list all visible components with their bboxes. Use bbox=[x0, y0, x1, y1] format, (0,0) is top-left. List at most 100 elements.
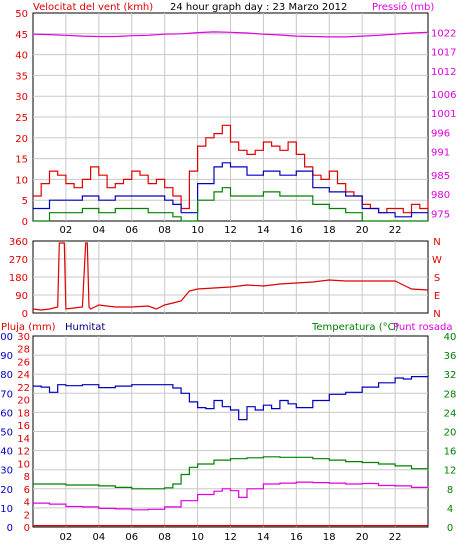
temperature-tick: 0 bbox=[447, 523, 453, 534]
hour-tick: 08 bbox=[158, 532, 171, 543]
wind-direction-series bbox=[32, 242, 429, 311]
rain-tick: 26 bbox=[17, 357, 30, 368]
temp-hour-axis: 02 04 06 08 10 12 14 16 18 20 22 bbox=[60, 532, 402, 543]
humidity-tick: 10 bbox=[0, 504, 13, 515]
hour-tick: 02 bbox=[60, 225, 73, 236]
rain-humidity-temp-panel: 0102030405060708090100 02468101214161820… bbox=[0, 332, 456, 543]
compass-tick: E bbox=[434, 291, 440, 302]
temperature-tick: 12 bbox=[444, 466, 457, 477]
hour-tick: 06 bbox=[125, 532, 138, 543]
compass-tick: N bbox=[433, 309, 440, 320]
pressure-tick: 985 bbox=[431, 171, 450, 182]
hour-tick: 10 bbox=[191, 225, 204, 236]
pressure-tick: 975 bbox=[431, 209, 450, 220]
hour-tick: 14 bbox=[257, 532, 270, 543]
wind-speed-tick: 30 bbox=[15, 92, 28, 103]
rain-tick: 18 bbox=[17, 408, 30, 419]
direction-degree-tick: 360 bbox=[9, 237, 28, 248]
hour-tick: 16 bbox=[290, 532, 303, 543]
dewpoint-title: Punt rosada bbox=[393, 322, 452, 333]
rain-humidity-temp-series bbox=[33, 375, 429, 527]
pressure-tick: 1012 bbox=[431, 67, 456, 78]
rain-tick: 0 bbox=[24, 523, 30, 534]
humidity-tick: 50 bbox=[0, 428, 13, 439]
humidity-tick: 40 bbox=[0, 447, 13, 458]
series-humidity-line bbox=[33, 375, 429, 421]
wind-speed-title: Velocitat del vent (kmh) bbox=[33, 2, 153, 13]
humidity-tick: 0 bbox=[7, 523, 13, 534]
hour-tick: 14 bbox=[257, 225, 270, 236]
hour-tick: 20 bbox=[356, 532, 369, 543]
rain-tick: 12 bbox=[17, 447, 30, 458]
temperature-tick: 16 bbox=[444, 447, 457, 458]
wind-speed-tick: 45 bbox=[15, 30, 28, 41]
compass-tick: S bbox=[434, 273, 440, 284]
wind-speed-tick: 0 bbox=[22, 217, 28, 228]
humidity-tick: 80 bbox=[0, 370, 13, 381]
series-pressure-line bbox=[32, 31, 429, 38]
pressure-tick: 991 bbox=[431, 148, 450, 159]
temperature-tick: 36 bbox=[444, 351, 457, 362]
humidity-tick: 100 bbox=[0, 332, 13, 343]
hour-tick: 04 bbox=[92, 225, 105, 236]
pressure-tick: 1006 bbox=[431, 90, 456, 101]
temperature-tick: 20 bbox=[444, 428, 457, 439]
wind-pressure-grid bbox=[33, 13, 428, 221]
humidity-title: Humitat bbox=[65, 322, 105, 333]
wind-speed-tick: 15 bbox=[15, 155, 28, 166]
wind-hour-axis: 02 04 06 08 10 12 14 16 18 20 22 bbox=[60, 225, 402, 236]
rain-tick: 16 bbox=[17, 421, 30, 432]
pressure-title: Pressió (mb) bbox=[372, 1, 434, 13]
hour-tick: 08 bbox=[158, 225, 171, 236]
rain-tick: 8 bbox=[24, 472, 30, 483]
hour-tick: 18 bbox=[323, 532, 336, 543]
temperature-axis: 0 4 8 12 16 20 24 28 32 36 40 bbox=[444, 332, 457, 534]
pressure-tick: 1001 bbox=[431, 109, 456, 120]
rain-tick: 22 bbox=[17, 383, 30, 394]
hour-tick: 22 bbox=[389, 532, 402, 543]
humidity-tick: 60 bbox=[0, 408, 13, 419]
wind-speed-axis: 0 5 10 15 20 25 30 35 40 45 50 bbox=[15, 9, 28, 228]
rain-tick: 6 bbox=[24, 485, 30, 496]
series-direction-line bbox=[32, 242, 429, 311]
temperature-tick: 28 bbox=[444, 389, 457, 400]
pressure-axis: 975 980 985 991 996 1001 1006 1012 1017 1022 bbox=[431, 28, 456, 220]
hour-tick: 12 bbox=[224, 532, 237, 543]
wind-speed-tick: 50 bbox=[15, 9, 28, 20]
hour-tick: 02 bbox=[60, 532, 73, 543]
hour-tick: 12 bbox=[224, 225, 237, 236]
temperature-tick: 24 bbox=[444, 408, 457, 419]
direction-degree-tick: 180 bbox=[9, 273, 28, 284]
wind-speed-tick: 5 bbox=[22, 196, 28, 207]
temperature-title: Temperatura (°C) bbox=[311, 322, 399, 333]
temperature-tick: 40 bbox=[444, 332, 457, 343]
hour-tick: 16 bbox=[290, 225, 303, 236]
humidity-tick: 20 bbox=[0, 485, 13, 496]
graph-date-title: 24 hour graph day : 23 Marzo 2012 bbox=[170, 2, 347, 13]
series-dewpoint-line bbox=[33, 481, 429, 511]
wind-direction-grid bbox=[33, 241, 428, 313]
wind-pressure-series bbox=[32, 31, 429, 222]
series-wind_low-line bbox=[33, 187, 428, 222]
rain-tick: 20 bbox=[17, 396, 30, 407]
pressure-tick: 980 bbox=[431, 190, 450, 201]
direction-degree-tick: 270 bbox=[9, 255, 28, 266]
rain-tick: 28 bbox=[17, 345, 30, 356]
temperature-tick: 8 bbox=[447, 485, 453, 496]
rain-tick: 14 bbox=[17, 434, 30, 445]
pressure-tick: 1017 bbox=[431, 48, 456, 59]
pressure-tick: 1022 bbox=[431, 28, 456, 39]
rain-tick: 24 bbox=[17, 370, 30, 381]
compass-tick: W bbox=[432, 255, 442, 266]
humidity-tick: 70 bbox=[0, 389, 13, 400]
series-temperature-line bbox=[33, 456, 429, 490]
humidity-tick: 30 bbox=[0, 466, 13, 477]
hour-tick: 22 bbox=[389, 225, 402, 236]
hour-tick: 04 bbox=[92, 532, 105, 543]
wind-speed-tick: 20 bbox=[15, 134, 28, 145]
